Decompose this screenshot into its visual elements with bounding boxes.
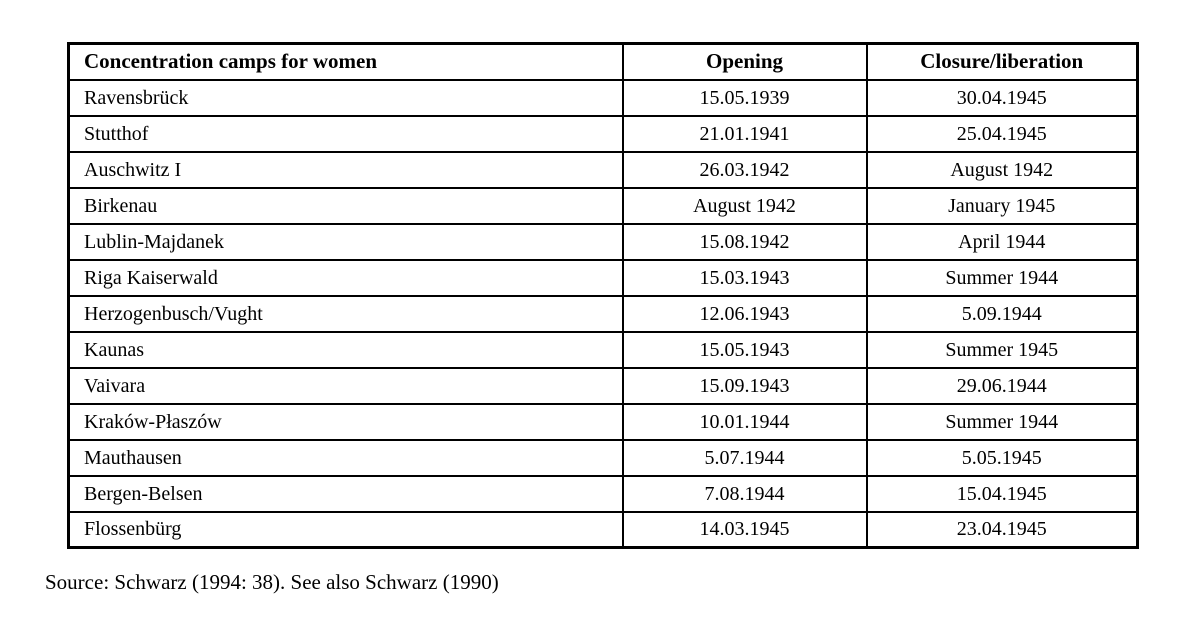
opening-date-cell: 15.05.1939 (621, 78, 868, 117)
table-row: Kraków-Płaszów 10.01.1944 Summer 1944 (67, 402, 1139, 441)
camps-table-header: Concentration camps for women Opening Cl… (67, 42, 1139, 81)
camp-name-cell: Kraków-Płaszów (67, 402, 624, 441)
camp-name-cell: Lublin-Majdanek (67, 222, 624, 261)
table-row: Stutthof 21.01.1941 25.04.1945 (67, 114, 1139, 153)
camp-name-cell: Flossenbürg (67, 510, 624, 549)
opening-date-cell: 12.06.1943 (621, 294, 868, 333)
closure-date-cell: August 1942 (865, 150, 1139, 189)
opening-date-cell: 5.07.1944 (621, 438, 868, 477)
camp-name-cell: Ravensbrück (67, 78, 624, 117)
closure-date-cell: 5.09.1944 (865, 294, 1139, 333)
table-row: Birkenau August 1942 January 1945 (67, 186, 1139, 225)
closure-date-cell: January 1945 (865, 186, 1139, 225)
camp-name-cell: Birkenau (67, 186, 624, 225)
header-row: Concentration camps for women Opening Cl… (67, 42, 1139, 81)
camp-name-cell: Riga Kaiserwald (67, 258, 624, 297)
closure-date-cell: Summer 1944 (865, 402, 1139, 441)
table-row: Auschwitz I 26.03.1942 August 1942 (67, 150, 1139, 189)
table-row: Bergen-Belsen 7.08.1944 15.04.1945 (67, 474, 1139, 513)
table-row: Mauthausen 5.07.1944 5.05.1945 (67, 438, 1139, 477)
opening-date-cell: 10.01.1944 (621, 402, 868, 441)
opening-date-cell: 15.03.1943 (621, 258, 868, 297)
table-row: Herzogenbusch/Vught 12.06.1943 5.09.1944 (67, 294, 1139, 333)
camps-table: Concentration camps for women Opening Cl… (67, 42, 1139, 549)
table-row: Vaivara 15.09.1943 29.06.1944 (67, 366, 1139, 405)
camps-table-body: Ravensbrück 15.05.1939 30.04.1945 Stutth… (67, 78, 1139, 549)
column-header-camps: Concentration camps for women (67, 42, 624, 81)
opening-date-cell: 14.03.1945 (621, 510, 868, 549)
closure-date-cell: April 1944 (865, 222, 1139, 261)
closure-date-cell: 5.05.1945 (865, 438, 1139, 477)
table-row: Flossenbürg 14.03.1945 23.04.1945 (67, 510, 1139, 549)
closure-date-cell: Summer 1944 (865, 258, 1139, 297)
opening-date-cell: August 1942 (621, 186, 868, 225)
closure-date-cell: 29.06.1944 (865, 366, 1139, 405)
closure-date-cell: Summer 1945 (865, 330, 1139, 369)
camp-name-cell: Kaunas (67, 330, 624, 369)
camp-name-cell: Stutthof (67, 114, 624, 153)
opening-date-cell: 26.03.1942 (621, 150, 868, 189)
closure-date-cell: 30.04.1945 (865, 78, 1139, 117)
closure-date-cell: 15.04.1945 (865, 474, 1139, 513)
table-row: Ravensbrück 15.05.1939 30.04.1945 (67, 78, 1139, 117)
opening-date-cell: 15.05.1943 (621, 330, 868, 369)
column-header-closure: Closure/liberation (865, 42, 1139, 81)
camp-name-cell: Bergen-Belsen (67, 474, 624, 513)
table-row: Kaunas 15.05.1943 Summer 1945 (67, 330, 1139, 369)
opening-date-cell: 15.09.1943 (621, 366, 868, 405)
opening-date-cell: 15.08.1942 (621, 222, 868, 261)
closure-date-cell: 23.04.1945 (865, 510, 1139, 549)
camp-name-cell: Vaivara (67, 366, 624, 405)
column-header-opening: Opening (621, 42, 868, 81)
source-note: Source: Schwarz (1994: 38). See also Sch… (45, 570, 499, 594)
opening-date-cell: 21.01.1941 (621, 114, 868, 153)
opening-date-cell: 7.08.1944 (621, 474, 868, 513)
table-row: Riga Kaiserwald 15.03.1943 Summer 1944 (67, 258, 1139, 297)
camp-name-cell: Auschwitz I (67, 150, 624, 189)
camp-name-cell: Herzogenbusch/Vught (67, 294, 624, 333)
camp-name-cell: Mauthausen (67, 438, 624, 477)
table-row: Lublin-Majdanek 15.08.1942 April 1944 (67, 222, 1139, 261)
closure-date-cell: 25.04.1945 (865, 114, 1139, 153)
